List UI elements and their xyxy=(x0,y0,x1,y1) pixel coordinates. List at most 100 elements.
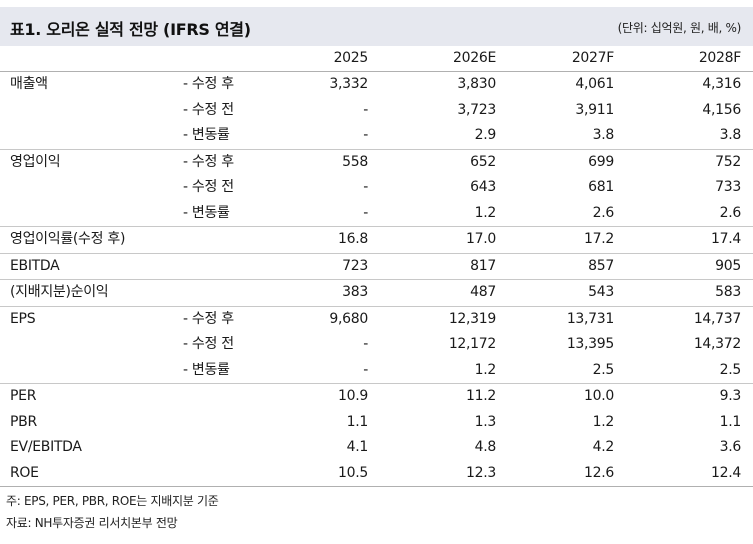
table-cell: 12.6 xyxy=(508,460,626,487)
table-cell: 699 xyxy=(508,148,626,175)
row-label: 매출액 xyxy=(10,76,48,92)
table-cell: - xyxy=(363,101,368,118)
row-sublabel xyxy=(175,460,280,487)
table-row: - 변동률 - 1.2 2.6 2.6 xyxy=(0,201,753,227)
table-cell: 733 xyxy=(715,179,741,195)
table-cell: 4,061 xyxy=(575,76,614,92)
table-cell: 1.2 xyxy=(592,413,615,430)
row-sublabel: - 수정 전 xyxy=(183,101,234,118)
row-sublabel xyxy=(175,226,280,253)
row-sublabel xyxy=(175,410,280,436)
row-label xyxy=(0,98,175,124)
row-sublabel: - 수정 후 xyxy=(183,76,234,92)
table-cell: 9,680 xyxy=(280,305,380,332)
table-cell: 558 xyxy=(280,148,380,175)
column-header: 2025 xyxy=(280,46,380,72)
row-sublabel xyxy=(175,435,280,461)
table-cell: - xyxy=(363,204,368,221)
row-label: (지배지분)순이익 xyxy=(0,279,175,306)
header-blank xyxy=(0,46,175,72)
table-cell: 12,172 xyxy=(448,336,496,352)
table-cell: 14,737 xyxy=(626,305,753,332)
row-sublabel: - 수정 후 xyxy=(175,148,280,175)
table-cell: 10.5 xyxy=(280,460,380,487)
table-row: - 수정 전 - 12,172 13,395 14,372 xyxy=(0,332,753,358)
table-cell: 14,372 xyxy=(693,336,741,352)
row-label: 영업이익률(수정 후) xyxy=(0,226,175,253)
table-title-bar: 표1. 오리온 실적 전망 (IFRS 연결) (단위: 십억원, 원, 배, … xyxy=(0,7,753,46)
table-row: EV/EBITDA 4.1 4.8 4.2 3.6 xyxy=(0,435,753,461)
table-cell: 857 xyxy=(508,252,626,280)
row-sublabel: - 수정 전 xyxy=(183,179,234,195)
row-label xyxy=(0,123,175,149)
header-blank xyxy=(175,46,280,72)
footnote: 주: EPS, PER, PBR, ROE는 지배지분 기준 xyxy=(6,494,219,508)
table-cell: 12,319 xyxy=(380,305,508,332)
table-cell: 652 xyxy=(380,148,508,175)
table-cell: 2.9 xyxy=(474,127,497,143)
table-row: ROE 10.5 12.3 12.6 12.4 xyxy=(0,460,753,487)
table-cell: - xyxy=(363,361,368,378)
table-cell: 2.5 xyxy=(592,361,615,378)
table-cell: 543 xyxy=(508,279,626,306)
column-header: 2027F xyxy=(508,46,626,72)
unit-label: (단위: 십억원, 원, 배, %) xyxy=(617,21,742,35)
table-cell: 10.0 xyxy=(508,383,626,410)
table-cell: 4.1 xyxy=(346,439,369,455)
table-cell: 17.0 xyxy=(380,226,508,253)
table-cell: 1.1 xyxy=(346,413,369,430)
table-cell: 12.3 xyxy=(380,460,508,487)
table-cell: - xyxy=(363,336,368,352)
row-sublabel: - 수정 후 xyxy=(175,305,280,332)
table-cell: 3,911 xyxy=(575,101,614,118)
row-label xyxy=(0,358,175,384)
table-cell: 1.2 xyxy=(474,361,497,378)
table-cell: 3.8 xyxy=(719,127,742,143)
table-title: 표1. 오리온 실적 전망 (IFRS 연결) xyxy=(10,20,251,39)
row-label: EPS xyxy=(0,305,175,332)
table-cell: 681 xyxy=(588,179,614,195)
table-cell: 13,731 xyxy=(508,305,626,332)
table-cell: - xyxy=(363,179,368,195)
row-label: EBITDA xyxy=(0,252,175,280)
table-cell: - xyxy=(363,127,368,143)
table-cell: 3.8 xyxy=(592,127,615,143)
table-cell: 17.2 xyxy=(508,226,626,253)
column-header: 2026E xyxy=(380,46,508,72)
table-cell: 4,156 xyxy=(702,101,741,118)
table-row: PER 10.9 11.2 10.0 9.3 xyxy=(0,383,753,410)
table-cell: 905 xyxy=(626,252,753,280)
table-cell: 10.9 xyxy=(280,383,380,410)
row-sublabel: - 변동률 xyxy=(183,127,230,143)
table-cell: 17.4 xyxy=(626,226,753,253)
table-cell: 12.4 xyxy=(626,460,753,487)
table-cell: 583 xyxy=(626,279,753,306)
row-label: EV/EBITDA xyxy=(10,439,82,455)
table-cell: 1.2 xyxy=(474,204,497,221)
table-cell: 723 xyxy=(280,252,380,280)
source-note: 자료: NH투자증권 리서치본부 전망 xyxy=(6,516,178,530)
table-row: EBITDA 723 817 857 905 xyxy=(0,252,753,280)
table-cell: 752 xyxy=(626,148,753,175)
table-cell: 16.8 xyxy=(280,226,380,253)
table-cell: 2.6 xyxy=(592,204,615,221)
table-cell: 3,830 xyxy=(457,76,496,92)
table-cell: 1.1 xyxy=(719,413,742,430)
row-sublabel xyxy=(175,252,280,280)
table-row: - 변동률 - 1.2 2.5 2.5 xyxy=(0,358,753,384)
row-label xyxy=(0,201,175,227)
table-row: PBR 1.1 1.3 1.2 1.1 xyxy=(0,410,753,436)
table-cell: 383 xyxy=(280,279,380,306)
table-row: EPS - 수정 후 9,680 12,319 13,731 14,737 xyxy=(0,305,753,332)
table-row: 영업이익률(수정 후) 16.8 17.0 17.2 17.4 xyxy=(0,226,753,253)
table-row: 매출액 - 수정 후 3,332 3,830 4,061 4,316 xyxy=(0,72,753,98)
table-cell: 4.2 xyxy=(592,439,615,455)
table-cell: 3,332 xyxy=(329,76,368,92)
table-cell: 11.2 xyxy=(380,383,508,410)
table-row: 영업이익 - 수정 후 558 652 699 752 xyxy=(0,148,753,175)
table-cell: 817 xyxy=(380,252,508,280)
row-label: ROE xyxy=(0,460,175,487)
table-cell: 643 xyxy=(470,179,496,195)
column-header: 2028F xyxy=(626,46,753,72)
row-label xyxy=(0,332,175,358)
